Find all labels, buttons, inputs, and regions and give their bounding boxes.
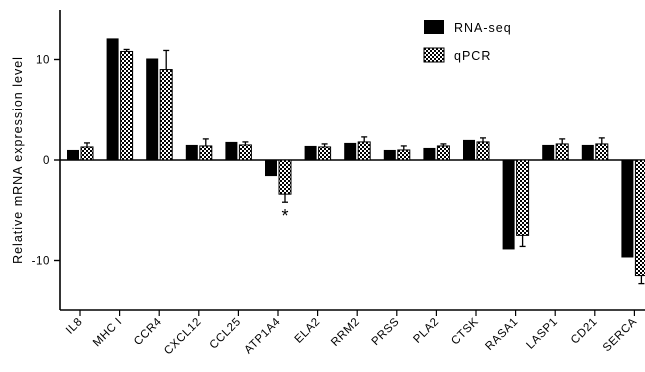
x-tick-label: ATP1A4 (242, 316, 283, 357)
significance-annotation: * (281, 206, 288, 226)
bar-qpcr (595, 143, 609, 161)
x-tick-label: CXCL12 (162, 316, 204, 358)
x-tick-label: PRSS (370, 316, 402, 348)
bar-rna-seq (304, 145, 317, 160)
bar-qpcr (634, 159, 645, 277)
legend-swatch-qpcr (423, 47, 445, 63)
y-tick-label: 10 (36, 55, 50, 67)
x-tick-label: SERCA (601, 316, 640, 355)
x-tick-label: RASA1 (483, 316, 520, 353)
bar-qpcr (159, 69, 173, 161)
bar-rna-seq (383, 149, 396, 160)
x-tick-label: CCL25 (208, 316, 244, 352)
x-tick-label: CCR4 (132, 316, 164, 348)
bar-qpcr (436, 145, 450, 161)
bar-qpcr (516, 159, 530, 236)
legend-swatch-rna-seq (424, 20, 444, 34)
y-tick-label: 0 (43, 155, 50, 167)
x-tick-label: CD21 (569, 316, 600, 347)
bar-qpcr (278, 159, 292, 195)
bar-rna-seq (185, 144, 198, 160)
bar-qpcr (357, 141, 371, 161)
bar-rna-seq (621, 160, 634, 258)
bar-qpcr (120, 50, 134, 161)
bars-group: * (67, 38, 645, 285)
bar-rna-seq (463, 139, 475, 160)
bar-qpcr (397, 149, 411, 161)
x-tick-label: ELA2 (293, 316, 323, 346)
bar-qpcr (555, 143, 569, 161)
x-tick-label: PLA2 (411, 316, 441, 346)
x-tick-label: MHC I (91, 316, 125, 350)
bar-qpcr (238, 144, 252, 161)
bar-qpcr (318, 146, 332, 161)
bar-rna-seq (344, 142, 357, 160)
legend: RNA-seq qPCR (423, 20, 512, 63)
bar-rna-seq (581, 144, 594, 160)
legend-label-qpcr: qPCR (454, 49, 491, 63)
bar-rna-seq (67, 149, 79, 160)
bar-rna-seq (542, 144, 555, 160)
x-tick-label: LASP1 (524, 316, 560, 352)
bar-rna-seq (265, 160, 277, 177)
x-tick-label: CTSK (449, 316, 481, 348)
bar-qpcr (199, 145, 213, 161)
bar-qpcr (80, 146, 94, 161)
legend-label-rna-seq: RNA-seq (454, 21, 512, 35)
bar-rna-seq (146, 58, 159, 161)
y-tick-label: -10 (32, 256, 50, 268)
bar-qpcr (476, 141, 490, 161)
bar-rna-seq (225, 141, 238, 160)
x-tick-label: RRM2 (329, 316, 362, 349)
bar-rna-seq (502, 160, 515, 250)
bar-rna-seq (423, 147, 436, 160)
y-axis-label: Relative mRNA expression level (11, 56, 25, 264)
x-tick-label: IL8 (64, 316, 85, 337)
bar-rna-seq (106, 38, 119, 160)
